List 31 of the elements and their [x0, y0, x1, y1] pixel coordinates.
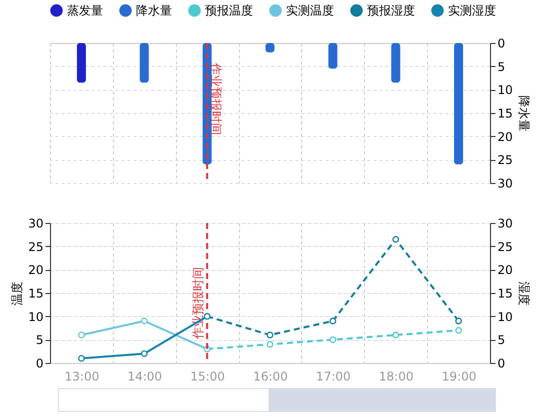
x-tick-label: 18:00 — [378, 370, 414, 384]
x-tick-label: 14:00 — [127, 370, 162, 384]
y-tick-label: 10 — [28, 310, 44, 324]
y-tick-label: 5 — [498, 60, 506, 74]
y-tick-label: 20 — [498, 130, 513, 144]
x-tick-label: 19:00 — [442, 370, 476, 384]
y-axis-title: 温度 — [10, 282, 24, 306]
y-tick-label: 0 — [498, 36, 506, 50]
legend-label: 实测温度 — [286, 4, 334, 18]
legend-label: 降水量 — [136, 4, 172, 18]
y-tick-label: 20 — [28, 263, 44, 278]
ref-line-label: 作业预报时间 — [209, 62, 224, 135]
y-tick-label: 30 — [498, 176, 513, 190]
y-tick-label: 25 — [28, 240, 44, 254]
y-axis-title: 降水量 — [516, 96, 531, 132]
legend-label: 预报温度 — [205, 4, 253, 18]
y2-axis-title: 湿度 — [516, 282, 531, 306]
y-tick-label: 10 — [498, 83, 513, 98]
y-tick-label: 15 — [498, 106, 513, 120]
legend-label: 预报湿度 — [367, 4, 415, 18]
x-tick-label: 16:00 — [253, 370, 288, 384]
y-tick-label: 5 — [36, 333, 44, 348]
legend-label: 实测湿度 — [448, 4, 496, 18]
y-tick-label: 0 — [36, 356, 44, 370]
x-tick-label: 17:00 — [316, 370, 351, 384]
y-tick-label: 30 — [28, 216, 44, 230]
x-tick-label: 13:00 — [64, 370, 100, 384]
y-tick-label: 25 — [498, 153, 513, 168]
legend-label: 蒸发量 — [67, 4, 103, 18]
x-tick-label: 15:00 — [190, 370, 225, 384]
y-tick-label: 15 — [28, 286, 44, 300]
